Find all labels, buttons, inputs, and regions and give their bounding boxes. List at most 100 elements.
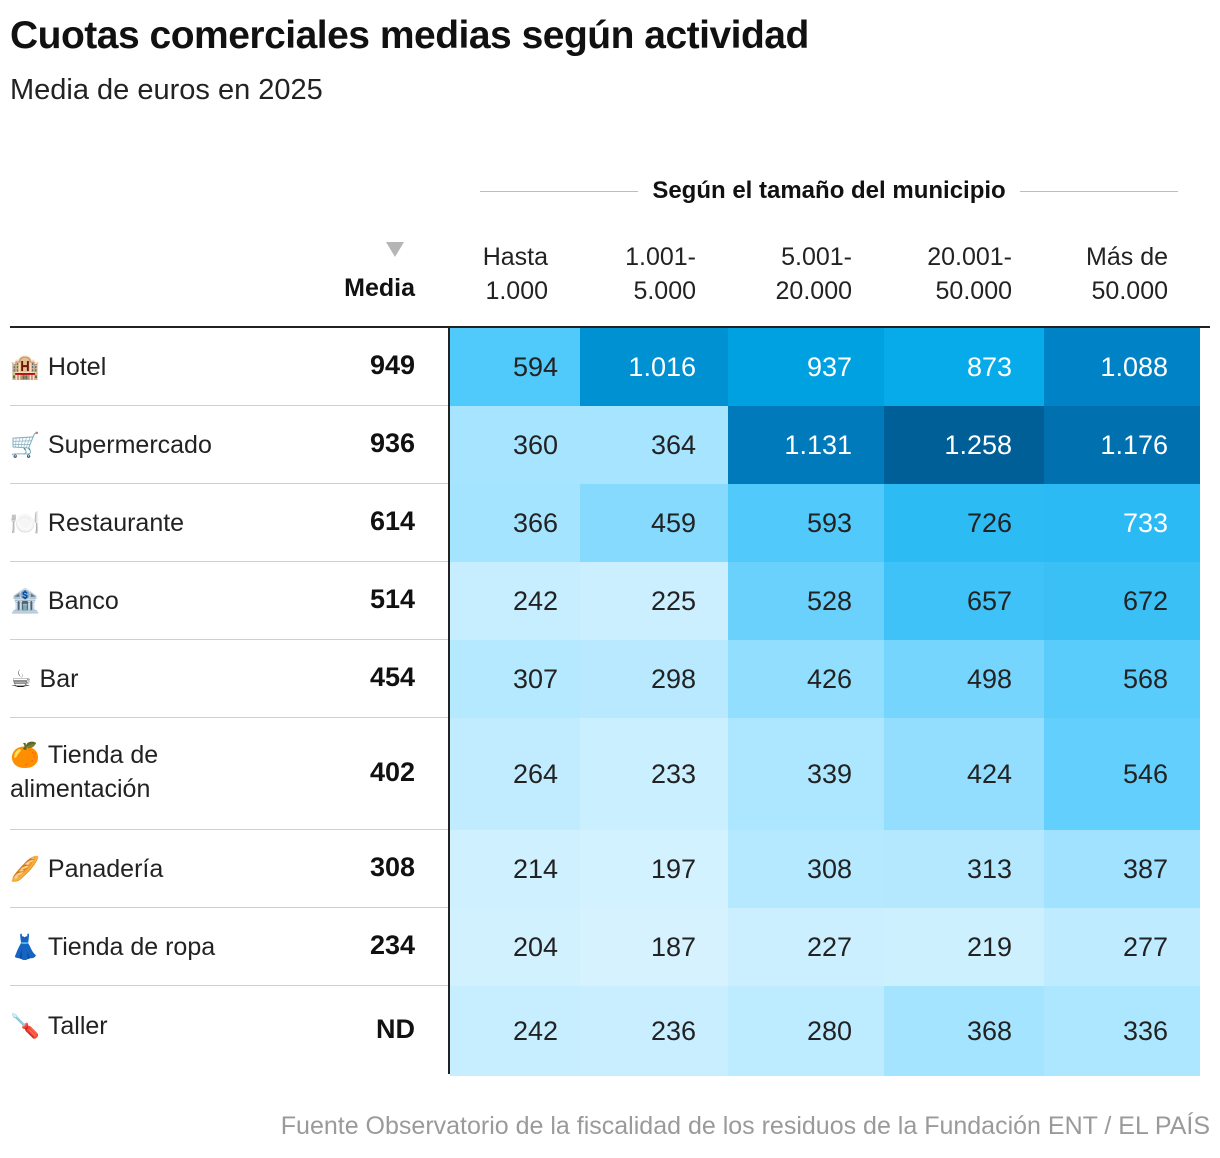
column-header-5[interactable]: Más de 50.000 xyxy=(1044,240,1168,308)
row-label-text: Supermercado xyxy=(47,431,212,459)
table-row: 🏨 Hotel 949 594 1.016 937 873 1.088 xyxy=(10,328,1210,406)
heatmap-cell: 187 xyxy=(580,908,728,986)
heatmap-cell: 219 xyxy=(884,908,1044,986)
row-media-value: 454 xyxy=(369,662,415,692)
heatmap-cell: 308 xyxy=(728,830,884,908)
row-media-value: ND xyxy=(376,1014,415,1044)
row-label: 🛒 Supermercado xyxy=(10,406,310,484)
orange-icon: 🍊 xyxy=(10,741,40,769)
shopping-cart-icon: 🛒 xyxy=(10,431,40,459)
group-header-rule-left xyxy=(480,190,639,192)
column-header-1[interactable]: Hasta 1.000 xyxy=(440,240,548,308)
source-note: Fuente Observatorio de la fiscalidad de … xyxy=(280,1112,1210,1140)
column-header-2[interactable]: 1.001- 5.000 xyxy=(580,240,696,308)
table-row: 🍊 Tienda de alimentación 402 264 233 339 424 546 xyxy=(10,718,1210,830)
column-header-line1: 1.001- xyxy=(625,243,696,271)
heatmap-cell: 264 xyxy=(450,718,590,830)
column-header-line1: 20.001- xyxy=(927,243,1012,271)
heatmap-cell: 233 xyxy=(580,718,728,830)
row-label: 🪛 Taller xyxy=(10,986,310,1066)
heatmap-cell: 459 xyxy=(580,484,728,562)
table-row: 🏦 Banco 514 242 225 528 657 672 xyxy=(10,562,1210,640)
column-header-4[interactable]: 20.001- 50.000 xyxy=(884,240,1012,308)
heatmap-cell: 593 xyxy=(728,484,884,562)
screwdriver-icon: 🪛 xyxy=(10,1012,40,1040)
row-media-value: 949 xyxy=(369,350,415,380)
heatmap-cell: 1.258 xyxy=(884,406,1044,484)
sort-descending-icon[interactable] xyxy=(386,242,404,257)
column-header-line1: Hasta xyxy=(482,243,548,271)
heatmap-cell: 225 xyxy=(580,562,728,640)
heatmap-cell: 368 xyxy=(884,986,1044,1076)
row-label-text: Tienda de ropa xyxy=(47,933,216,961)
column-header-line2: 50.000 xyxy=(1091,277,1168,305)
row-media-value: 234 xyxy=(369,930,415,960)
row-media-value: 402 xyxy=(369,757,415,787)
row-media-value: 514 xyxy=(369,584,415,614)
row-divider xyxy=(10,561,448,562)
row-label-text: Taller xyxy=(47,1012,108,1040)
heatmap-cell: 568 xyxy=(1044,640,1200,718)
heatmap-cell: 360 xyxy=(450,406,590,484)
column-header-line2: 50.000 xyxy=(935,277,1012,305)
heatmap-cell: 197 xyxy=(580,830,728,908)
row-label-line1: Tienda de xyxy=(47,741,159,769)
heatmap-cell: 307 xyxy=(450,640,590,718)
column-header-line2: 5.000 xyxy=(633,277,696,305)
heatmap-cell: 726 xyxy=(884,484,1044,562)
heatmap-cell: 242 xyxy=(450,986,590,1076)
media-column-header[interactable]: Media xyxy=(344,274,415,302)
row-divider xyxy=(10,717,448,718)
column-header-line1: 5.001- xyxy=(781,243,852,271)
heatmap-cell: 366 xyxy=(450,484,590,562)
row-label-line2: alimentación xyxy=(10,775,151,803)
row-label-text: Banco xyxy=(47,587,119,615)
heatmap-cell: 1.131 xyxy=(728,406,884,484)
row-label: 🏦 Banco xyxy=(10,562,310,640)
row-media-value: 936 xyxy=(369,428,415,458)
row-media-value: 614 xyxy=(369,506,415,536)
heatmap-cell: 424 xyxy=(884,718,1044,830)
group-header-label: Según el tamaño del municipio xyxy=(652,177,1006,204)
heatmap-cell: 313 xyxy=(884,830,1044,908)
table-row: 🪛 Taller ND 242 236 280 368 336 xyxy=(10,986,1210,1076)
heatmap-cell: 594 xyxy=(450,328,590,406)
row-divider xyxy=(10,907,448,908)
row-label-text: Bar xyxy=(39,665,79,693)
row-label: ☕ Bar xyxy=(10,640,310,718)
column-header-line1: Más de xyxy=(1086,243,1168,271)
row-divider xyxy=(10,985,448,986)
table-row: 🥖 Panadería 308 214 197 308 313 387 xyxy=(10,830,1210,908)
heatmap-cell: 672 xyxy=(1044,562,1200,640)
row-label-text: Restaurante xyxy=(47,509,185,537)
group-header-rule-right xyxy=(1019,190,1179,192)
heatmap-cell: 277 xyxy=(1044,908,1200,986)
heatmap-cell: 339 xyxy=(728,718,884,830)
heatmap-cell: 498 xyxy=(884,640,1044,718)
heatmap-cell: 214 xyxy=(450,830,590,908)
row-label: 🥖 Panadería xyxy=(10,830,310,908)
heatmap-cell: 733 xyxy=(1044,484,1200,562)
heatmap-cell: 1.176 xyxy=(1044,406,1200,484)
column-divider xyxy=(448,328,450,1074)
column-header-line2: 1.000 xyxy=(485,277,548,305)
plate-icon: 🍽️ xyxy=(10,509,40,537)
column-header-3[interactable]: 5.001- 20.000 xyxy=(728,240,852,308)
table-row: 👗 Tienda de ropa 234 204 187 227 219 277 xyxy=(10,908,1210,986)
row-divider xyxy=(10,639,448,640)
table-row: 🛒 Supermercado 936 360 364 1.131 1.258 1.176 xyxy=(10,406,1210,484)
row-divider xyxy=(10,483,448,484)
column-header-line2: 20.000 xyxy=(775,277,852,305)
baguette-icon: 🥖 xyxy=(10,855,40,883)
row-label: 👗 Tienda de ropa xyxy=(10,908,310,986)
dress-icon: 👗 xyxy=(10,933,40,961)
heatmap-cell: 204 xyxy=(450,908,590,986)
table-row: 🍽️ Restaurante 614 366 459 593 726 733 xyxy=(10,484,1210,562)
heatmap-cell: 546 xyxy=(1044,718,1200,830)
header-rule xyxy=(10,326,1210,328)
row-divider xyxy=(10,829,448,830)
heatmap-cell: 426 xyxy=(728,640,884,718)
row-label-text: Panadería xyxy=(47,855,164,883)
row-divider xyxy=(10,405,448,406)
chart-title: Cuotas comerciales medias según activida… xyxy=(10,14,809,57)
